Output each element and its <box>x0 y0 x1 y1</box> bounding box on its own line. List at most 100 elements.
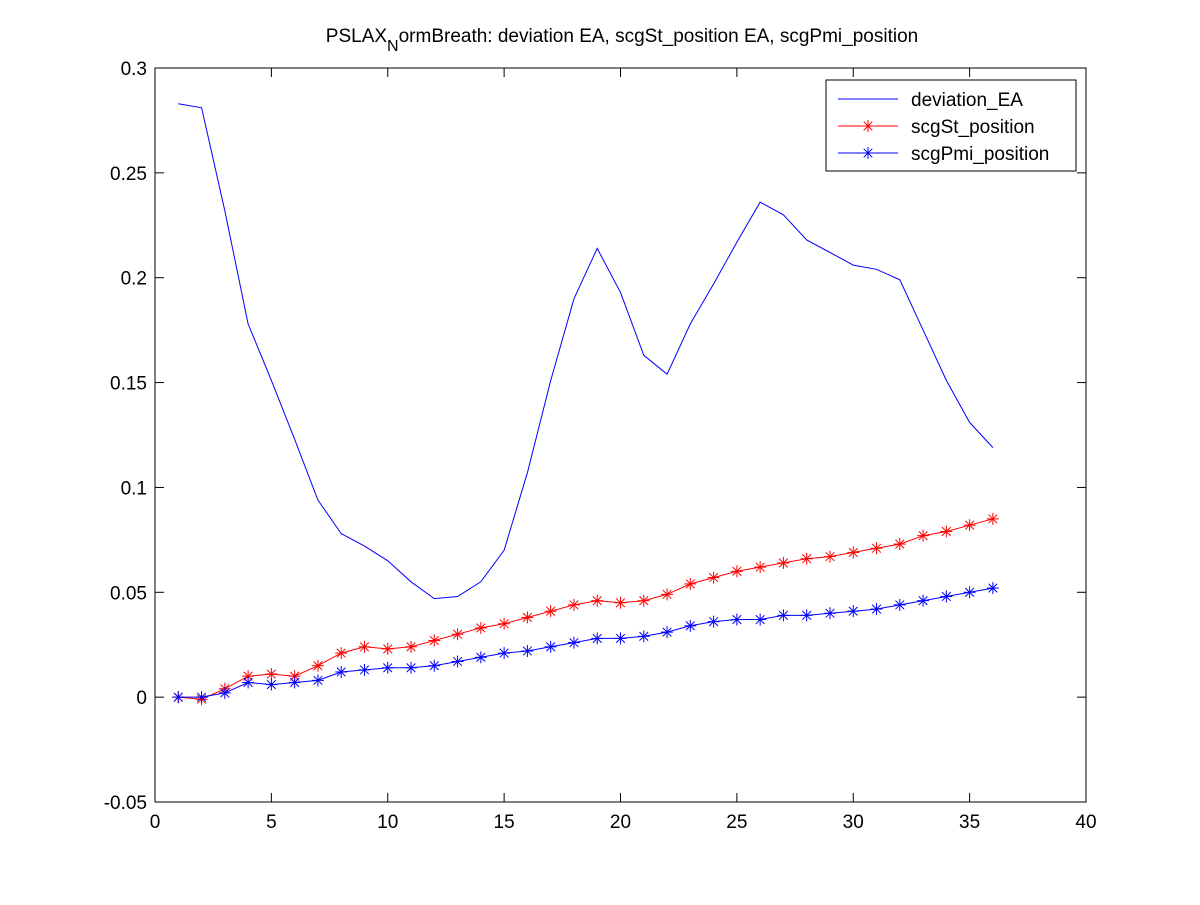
data-point-scgSt_position <box>684 577 697 590</box>
data-point-scgPmi_position <box>754 613 767 626</box>
chart-title-rest: ormBreath: deviation EA, scgSt_position … <box>399 26 919 47</box>
data-point-scgPmi_position <box>218 686 231 699</box>
data-point-scgPmi_position <box>242 676 255 689</box>
legend: deviation_EA scgSt_position scgPmi_positio… <box>825 79 1077 172</box>
data-point-scgPmi_position <box>358 663 371 676</box>
data-point-scgSt_position <box>311 659 324 672</box>
data-point-scgSt_position <box>521 611 534 624</box>
data-point-scgSt_position <box>707 571 720 584</box>
data-point-scgSt_position <box>265 668 278 681</box>
legend-entry-deviation_EA: deviation_EA <box>838 90 1023 111</box>
data-point-scgSt_position <box>986 512 999 525</box>
data-point-scgPmi_position <box>847 605 860 618</box>
data-point-scgSt_position <box>381 642 394 655</box>
data-point-scgSt_position <box>893 538 906 551</box>
x-tick-label: 15 <box>494 812 515 833</box>
chart-title: PSLAXNormBreath: deviation EA, scgSt_pos… <box>326 26 918 55</box>
data-point-scgSt_position <box>754 561 767 574</box>
data-point-scgPmi_position <box>870 603 883 616</box>
data-point-scgPmi_position <box>986 582 999 595</box>
legend-marker <box>862 147 874 159</box>
series-layer <box>172 103 999 706</box>
y-tick-label: -0.05 <box>104 793 147 814</box>
data-point-scgSt_position <box>358 640 371 653</box>
data-point-scgPmi_position <box>707 615 720 628</box>
data-point-scgSt_position <box>661 588 674 601</box>
axis-ticks: 0 5 10 15 20 25 30 35 40-0.0500.050.10.150.20.25… <box>104 59 1097 833</box>
x-tick-label: 0 <box>150 812 161 833</box>
data-point-scgPmi_position <box>428 659 441 672</box>
data-point-scgSt_position <box>591 594 604 607</box>
y-tick-label: 0.3 <box>121 59 147 80</box>
data-point-scgPmi_position <box>661 626 674 639</box>
data-point-scgPmi_position <box>823 607 836 620</box>
legend-entry-scgSt_position: scgSt_position <box>838 117 1035 138</box>
data-point-scgSt_position <box>777 556 790 569</box>
x-tick-label: 25 <box>726 812 747 833</box>
legend-label: deviation_EA <box>911 90 1023 111</box>
data-point-scgPmi_position <box>498 647 511 660</box>
legend-entry-scgPmi_position: scgPmi_position <box>838 144 1049 165</box>
data-point-scgPmi_position <box>963 586 976 599</box>
y-tick-label: 0.25 <box>110 164 147 185</box>
data-point-scgPmi_position <box>381 661 394 674</box>
legend-items: deviation_EA scgSt_position scgPmi_positio… <box>838 90 1049 165</box>
x-tick-label: 40 <box>1075 812 1096 833</box>
data-point-scgSt_position <box>614 596 627 609</box>
data-point-scgSt_position <box>963 519 976 532</box>
data-point-scgPmi_position <box>684 619 697 632</box>
legend-label: scgPmi_position <box>911 144 1049 165</box>
data-point-scgPmi_position <box>521 645 534 658</box>
series-scgPmi_position <box>172 582 999 704</box>
data-point-scgSt_position <box>847 546 860 559</box>
x-tick-label: 10 <box>377 812 398 833</box>
data-point-scgSt_position <box>823 550 836 563</box>
chart-title-subscript: N <box>387 38 399 55</box>
data-point-scgPmi_position <box>311 674 324 687</box>
data-point-scgSt_position <box>544 605 557 618</box>
data-point-scgSt_position <box>730 565 743 578</box>
data-point-scgSt_position <box>474 621 487 634</box>
y-tick-label: 0.1 <box>121 478 147 499</box>
series-line-deviation_EA <box>178 103 994 600</box>
chart-title-main: PSLAX <box>326 26 388 47</box>
data-point-scgPmi_position <box>591 632 604 645</box>
legend-marker <box>862 120 874 132</box>
data-point-scgPmi_position <box>777 609 790 622</box>
data-point-scgSt_position <box>567 598 580 611</box>
y-tick-label: 0.15 <box>110 374 147 395</box>
data-point-scgPmi_position <box>172 691 185 704</box>
data-point-scgPmi_position <box>544 640 557 653</box>
data-point-scgPmi_position <box>335 665 348 678</box>
data-point-scgPmi_position <box>195 691 208 704</box>
data-point-scgSt_position <box>428 634 441 647</box>
x-tick-label: 30 <box>843 812 864 833</box>
data-point-scgPmi_position <box>451 655 464 668</box>
data-point-scgSt_position <box>870 542 883 555</box>
data-point-scgPmi_position <box>567 636 580 649</box>
data-point-scgPmi_position <box>288 676 301 689</box>
data-point-scgPmi_position <box>474 651 487 664</box>
data-point-scgPmi_position <box>265 678 278 691</box>
series-deviation_EA <box>178 103 994 600</box>
y-tick-label: 0.2 <box>121 269 147 290</box>
data-point-scgSt_position <box>637 594 650 607</box>
data-point-scgSt_position <box>498 617 511 630</box>
legend-label: scgSt_position <box>911 117 1035 138</box>
y-tick-label: 0 <box>136 688 147 709</box>
data-point-scgSt_position <box>335 647 348 660</box>
x-tick-label: 35 <box>959 812 980 833</box>
data-point-scgSt_position <box>940 525 953 538</box>
data-point-scgSt_position <box>917 529 930 542</box>
y-tick-label: 0.05 <box>110 583 147 604</box>
x-tick-label: 20 <box>610 812 631 833</box>
data-point-scgSt_position <box>451 628 464 641</box>
data-point-scgPmi_position <box>637 630 650 643</box>
data-point-scgSt_position <box>405 640 418 653</box>
plot-area <box>154 67 1087 803</box>
data-point-scgPmi_position <box>614 632 627 645</box>
data-point-scgPmi_position <box>917 594 930 607</box>
data-point-scgPmi_position <box>940 590 953 603</box>
